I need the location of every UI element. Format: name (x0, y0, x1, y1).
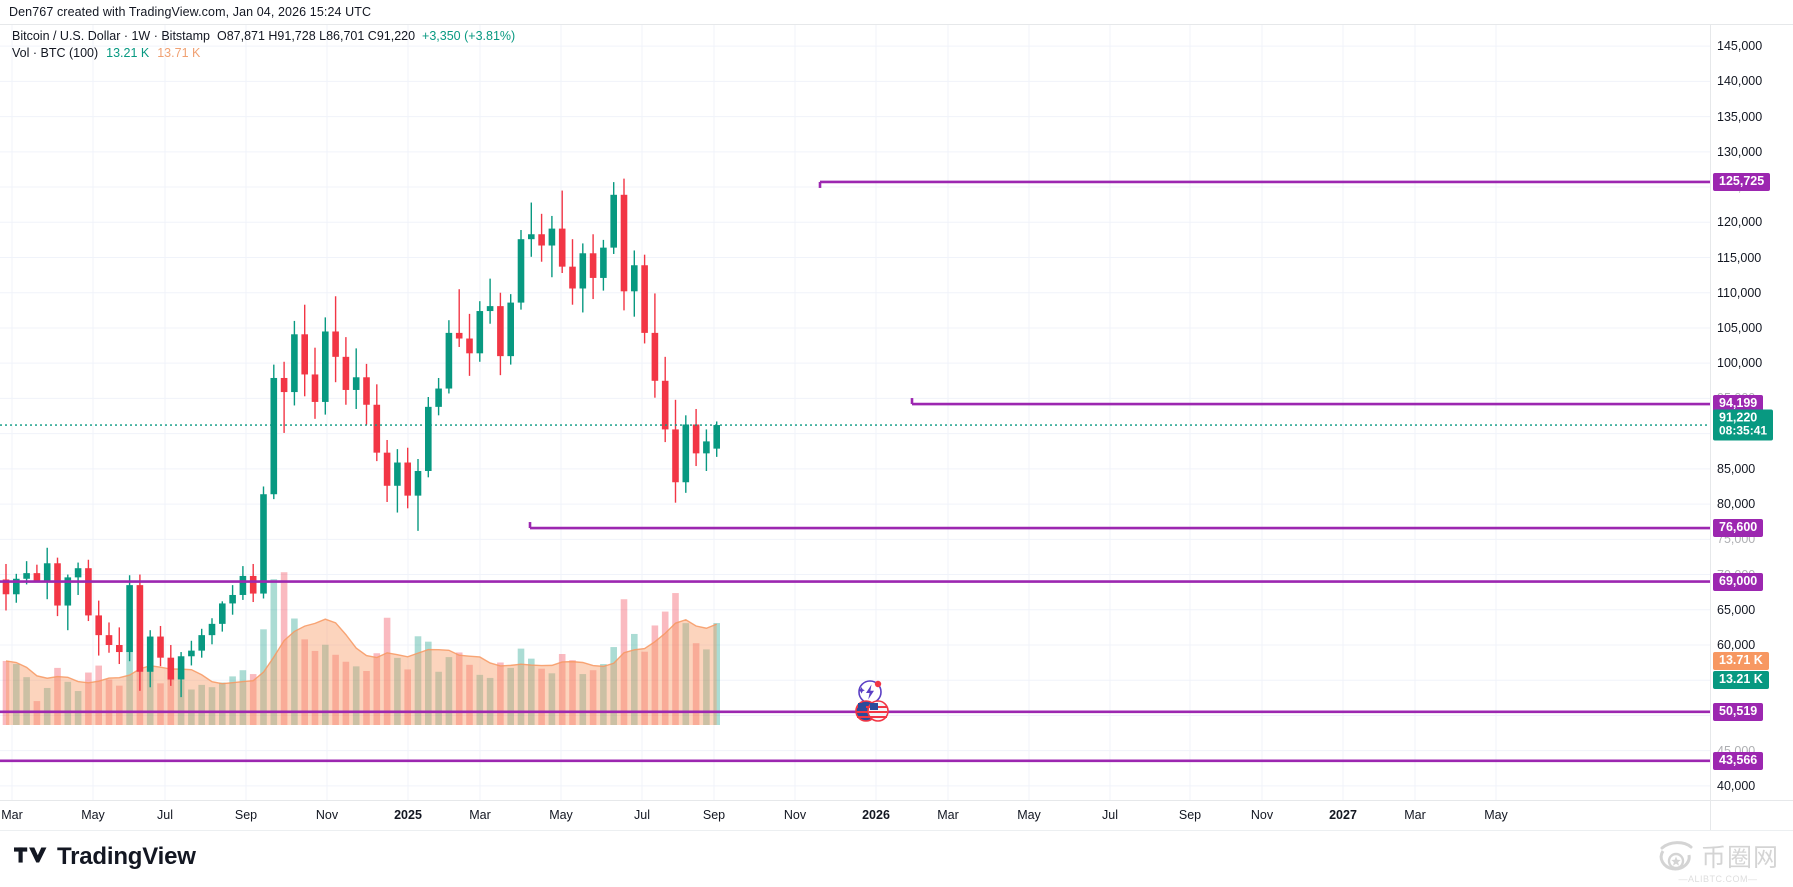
time-tick: Nov (315, 808, 339, 822)
price-badge-level[interactable]: 69,000 (1713, 572, 1764, 591)
price-tick: 130,000 (1717, 144, 1763, 159)
chart-legend: Bitcoin / U.S. Dollar · 1W · Bitstamp O8… (12, 29, 515, 61)
time-tick: Sep (1178, 808, 1202, 822)
tradingview-mark-icon (14, 844, 48, 871)
price-badge-countdown: 08:35:41 (1719, 423, 1768, 438)
time-tick: Mar (1404, 808, 1426, 822)
chart-footer: TradingView 币圈网 —ALIBTC.COM— (0, 830, 1793, 887)
price-tick: 65,000 (1717, 602, 1756, 617)
legend-volume-title[interactable]: Vol · BTC (100) (12, 46, 99, 60)
time-tick: Mar (937, 808, 959, 822)
price-tick: 100,000 (1717, 356, 1763, 371)
tradingview-wordmark: TradingView (57, 843, 196, 870)
watermark-logo-icon (1659, 841, 1693, 871)
time-tick: May (81, 808, 105, 822)
watermark-text-cn: 币圈网 (1700, 843, 1779, 872)
time-tick: Jul (1102, 808, 1118, 822)
time-tick: Jul (157, 808, 173, 822)
time-tick: May (1017, 808, 1041, 822)
horizontal-level-lines (0, 180, 1710, 763)
attribution-divider (0, 24, 1793, 25)
price-tick: 115,000 (1717, 250, 1762, 265)
time-tick: 2027 (1329, 808, 1357, 822)
price-scale[interactable]: 145,000140,000135,000130,000125,000120,0… (1710, 25, 1793, 800)
price-tick: 40,000 (1717, 778, 1756, 793)
time-tick: Mar (469, 808, 491, 822)
time-tick: Mar (1, 808, 23, 822)
legend-change-value: +3,350 (+3.81%) (422, 29, 516, 43)
legend-volume-value: 13.21 K (106, 46, 150, 60)
volume-ma-area (6, 619, 717, 725)
event-marker-us-economic[interactable] (855, 699, 889, 728)
price-tick: 135,000 (1717, 109, 1763, 124)
legend-volume-row[interactable]: Vol · BTC (100) 13.21 K 13.71 K (12, 46, 515, 61)
price-tick: 140,000 (1717, 74, 1763, 89)
time-tick: Jul (634, 808, 650, 822)
time-tick: Nov (1250, 808, 1274, 822)
time-tick: Sep (702, 808, 726, 822)
attribution-text: Den767 created with TradingView.com, Jan… (9, 5, 372, 19)
time-tick: Sep (234, 808, 258, 822)
price-badge-level[interactable]: 43,566 (1713, 751, 1764, 770)
price-tick: 145,000 (1717, 39, 1763, 54)
site-watermark: 币圈网 —ALIBTC.COM— (1657, 837, 1779, 884)
price-badge-level[interactable]: 76,600 (1713, 519, 1764, 538)
chart-plot-area[interactable] (0, 25, 1710, 800)
price-tick: 85,000 (1717, 461, 1756, 476)
price-badge-level[interactable]: 50,519 (1713, 702, 1764, 721)
price-badge-level[interactable]: 125,725 (1713, 172, 1771, 191)
time-scale[interactable]: Mar May Jul Sep Nov 2025 Mar May Jul Sep Nov 2026 Ma… (0, 800, 1710, 830)
grid-lines (0, 25, 1710, 800)
time-tick: May (549, 808, 573, 822)
price-badge-level[interactable]: 94,199 (1713, 395, 1764, 414)
legend-volume-ma-value: 13.71 K (157, 46, 201, 60)
price-tick: 60,000 (1717, 638, 1756, 652)
attribution-bar: Den767 created with TradingView.com, Jan… (0, 0, 1793, 24)
time-tick: May (1484, 808, 1508, 822)
price-tick: 120,000 (1717, 215, 1763, 230)
chart-canvas[interactable] (0, 25, 1710, 800)
price-tick: 80,000 (1717, 497, 1756, 512)
watermark-url: —ALIBTC.COM— (1678, 874, 1758, 884)
time-tick: 2025 (394, 808, 422, 822)
time-tick: Nov (783, 808, 807, 822)
price-tick: 110,000 (1717, 285, 1762, 300)
legend-symbol-row[interactable]: Bitcoin / U.S. Dollar · 1W · Bitstamp O8… (12, 29, 515, 44)
price-tick: 105,000 (1717, 320, 1763, 335)
time-scale-corner (1710, 800, 1793, 830)
legend-ohlc-values: O87,871 H91,728 L86,701 C91,220 (216, 29, 416, 43)
legend-symbol-title[interactable]: Bitcoin / U.S. Dollar · 1W · Bitstamp (12, 29, 210, 43)
tradingview-logo[interactable]: TradingView (14, 843, 196, 871)
price-badge-volume-ma[interactable]: 13.71 K (1713, 652, 1769, 670)
candlestick-series (2, 178, 720, 698)
price-badge-volume[interactable]: 13.21 K (1713, 671, 1769, 689)
price-badge-last[interactable]: 91,220 08:35:41 (1713, 409, 1774, 441)
time-tick: 2026 (862, 808, 890, 822)
